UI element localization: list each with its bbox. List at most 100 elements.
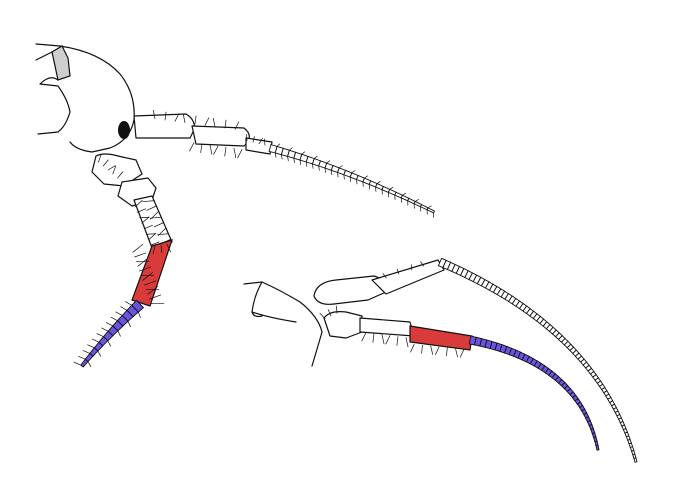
seta [147, 285, 159, 295]
seta [318, 165, 320, 171]
seta [459, 349, 465, 358]
seta [213, 145, 219, 155]
seta [141, 216, 150, 224]
seta [78, 355, 86, 360]
seta [420, 261, 425, 267]
seta [105, 322, 114, 327]
seta [139, 266, 152, 272]
seta [152, 245, 156, 255]
seta [166, 243, 172, 253]
seta [97, 350, 102, 357]
antenna1-peduncle-1 [133, 113, 195, 139]
seta [382, 273, 387, 279]
antenna1-peduncle-3 [245, 137, 273, 155]
seta [146, 205, 157, 211]
seta [327, 309, 332, 317]
setae [98, 110, 266, 305]
seta [326, 160, 331, 164]
seta [361, 332, 367, 342]
antenna2-peduncle-4 [133, 195, 173, 249]
seta [234, 121, 240, 130]
seta [87, 361, 92, 368]
seta [233, 147, 237, 158]
seta [150, 241, 160, 246]
seta [149, 216, 162, 219]
seta [137, 208, 147, 213]
lat-antenna1-peduncle [371, 259, 445, 295]
seta [137, 311, 141, 318]
seta [91, 338, 100, 343]
seta [98, 153, 102, 163]
seta [200, 143, 203, 153]
lat-antenna1-flagellum [437, 257, 638, 463]
seta [281, 154, 283, 160]
seta [293, 157, 295, 163]
antenna2-base [91, 153, 143, 187]
dotted-cap [51, 45, 71, 81]
seta [143, 224, 153, 230]
seta [134, 200, 143, 208]
seta [351, 170, 356, 174]
seta [372, 333, 375, 343]
seta [96, 333, 104, 338]
seta [134, 252, 147, 258]
seta [209, 144, 213, 155]
seta [313, 155, 318, 159]
seta [330, 169, 333, 176]
seta [264, 138, 266, 146]
seta [337, 172, 339, 178]
seta [148, 233, 157, 241]
seta [312, 163, 314, 169]
seta [289, 147, 293, 151]
seta [446, 347, 448, 357]
seta [252, 136, 255, 143]
seta [381, 334, 385, 345]
antenna1-flagellum [268, 143, 436, 218]
seta [102, 159, 109, 167]
seta [364, 175, 368, 179]
head-view [35, 43, 436, 368]
antenna1-peduncle-2 [191, 125, 250, 147]
seta [157, 233, 169, 236]
lat-antenna2-peduncle-5-highlight [409, 325, 473, 351]
eye [118, 121, 130, 139]
seta [107, 340, 111, 347]
seta [299, 159, 302, 165]
seta [144, 280, 157, 286]
seta [110, 316, 118, 321]
seta [258, 138, 263, 145]
seta [274, 152, 277, 158]
seta [421, 344, 423, 354]
seta [410, 344, 415, 353]
seta [137, 257, 149, 267]
setae [319, 261, 465, 358]
seta [389, 186, 394, 190]
seta [142, 271, 154, 281]
seta [324, 167, 326, 173]
seta [212, 118, 216, 128]
seta [149, 294, 162, 300]
seta [396, 336, 399, 346]
head-line [39, 77, 59, 85]
seta [125, 301, 133, 306]
head-line [35, 51, 53, 61]
seta [194, 115, 197, 125]
flagellum-article [80, 358, 89, 368]
seta [101, 327, 109, 332]
seta [305, 161, 308, 167]
seta [319, 312, 326, 320]
flagellum-article [633, 457, 638, 463]
seta [301, 151, 306, 155]
antenna2-flagellum [73, 299, 145, 368]
seta [174, 113, 180, 122]
seta [120, 306, 128, 311]
seta [204, 117, 210, 126]
seta [224, 146, 227, 157]
body-line [251, 311, 297, 323]
seta [287, 156, 289, 162]
seta [164, 111, 167, 121]
seta [117, 171, 124, 179]
seta [132, 243, 144, 253]
seta [82, 350, 91, 354]
